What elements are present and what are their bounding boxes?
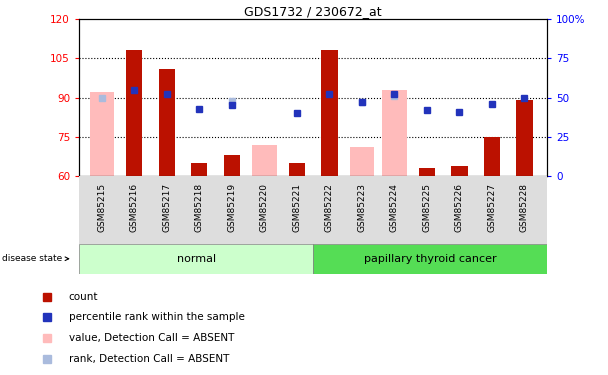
Bar — [451, 166, 468, 176]
Text: GSM85227: GSM85227 — [488, 183, 496, 232]
Text: GSM85215: GSM85215 — [97, 183, 106, 232]
Text: rank, Detection Call = ABSENT: rank, Detection Call = ABSENT — [69, 354, 229, 364]
Bar — [313, 244, 547, 274]
Text: normal: normal — [176, 254, 216, 264]
Bar — [419, 168, 435, 176]
Bar — [224, 155, 240, 176]
Bar — [484, 137, 500, 176]
Bar — [382, 90, 407, 176]
Text: GSM85217: GSM85217 — [162, 183, 171, 232]
Text: percentile rank within the sample: percentile rank within the sample — [69, 312, 244, 322]
Text: papillary thyroid cancer: papillary thyroid cancer — [364, 254, 497, 264]
Bar — [191, 163, 207, 176]
Bar — [350, 147, 374, 176]
Title: GDS1732 / 230672_at: GDS1732 / 230672_at — [244, 4, 382, 18]
Text: GSM85222: GSM85222 — [325, 183, 334, 232]
Text: count: count — [69, 292, 98, 302]
Bar — [252, 145, 277, 176]
Text: GSM85226: GSM85226 — [455, 183, 464, 232]
Text: GSM85216: GSM85216 — [130, 183, 139, 232]
Text: GSM85223: GSM85223 — [358, 183, 367, 232]
Text: GSM85228: GSM85228 — [520, 183, 529, 232]
Bar — [79, 244, 313, 274]
Text: GSM85220: GSM85220 — [260, 183, 269, 232]
Text: GSM85219: GSM85219 — [227, 183, 237, 232]
Text: disease state: disease state — [2, 254, 69, 263]
Text: GSM85225: GSM85225 — [423, 183, 432, 232]
Bar — [516, 100, 533, 176]
Bar — [321, 50, 337, 176]
Bar — [289, 163, 305, 176]
Text: GSM85224: GSM85224 — [390, 183, 399, 232]
Text: value, Detection Call = ABSENT: value, Detection Call = ABSENT — [69, 333, 234, 343]
Text: GSM85221: GSM85221 — [292, 183, 302, 232]
Bar — [89, 92, 114, 176]
Bar — [126, 50, 142, 176]
Text: GSM85218: GSM85218 — [195, 183, 204, 232]
Bar — [159, 69, 175, 176]
